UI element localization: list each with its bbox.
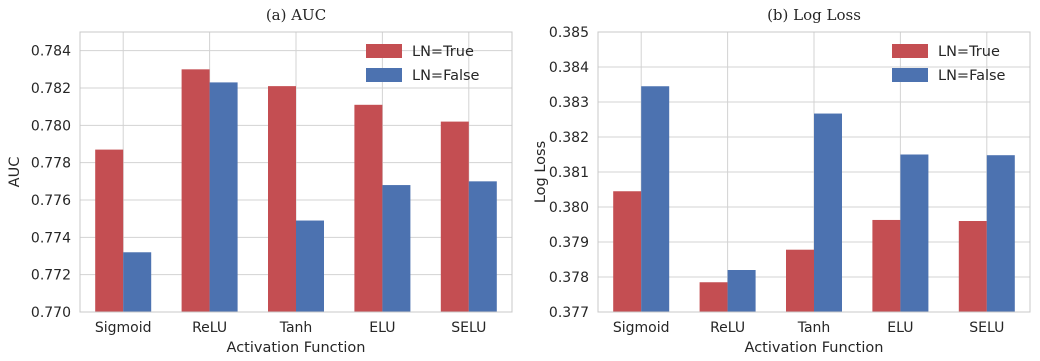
chart-title: (b) Log Loss xyxy=(767,6,861,24)
bar-ln-true xyxy=(872,220,900,312)
x-axis-label: Activation Function xyxy=(745,340,884,356)
bar-ln-true xyxy=(959,221,987,312)
x-tick-label: Tanh xyxy=(279,320,313,336)
bar-ln-false xyxy=(641,86,669,312)
y-tick-label: 0.384 xyxy=(549,60,589,76)
bar-ln-true xyxy=(700,282,728,312)
legend: LN=True LN=False xyxy=(366,44,480,84)
bar-ln-true xyxy=(786,250,814,312)
y-tick-label: 0.378 xyxy=(549,270,589,286)
legend-swatch xyxy=(892,68,928,82)
x-tick-label: Sigmoid xyxy=(613,320,670,336)
bar-ln-true xyxy=(441,122,469,312)
chart-title: (a) AUC xyxy=(266,6,326,24)
x-tick-label: SELU xyxy=(969,320,1004,336)
y-tick-label: 0.383 xyxy=(549,95,589,111)
legend-swatch xyxy=(366,68,402,82)
bar-ln-true xyxy=(354,105,382,312)
y-tick-label: 0.379 xyxy=(549,235,589,251)
auc-chart-panel: (a) AUC 0.770 0.772 0.774 0.776 0.778 0.780 0.7… xyxy=(7,6,512,356)
bar-ln-false xyxy=(210,82,238,312)
bar-ln-false xyxy=(987,155,1015,312)
x-tick-label: ReLU xyxy=(192,320,227,336)
log-loss-chart-panel: (b) Log Loss 0.377 0.378 0.379 0.380 0.381 0.3… xyxy=(533,6,1030,356)
bar-ln-true xyxy=(268,86,296,312)
x-tick-label: SELU xyxy=(451,320,486,336)
x-axis-label: Activation Function xyxy=(227,340,366,356)
y-tick-label: 0.377 xyxy=(549,305,589,321)
legend-label: LN=True xyxy=(938,44,1000,60)
bar-ln-false xyxy=(296,221,324,312)
y-tick-label: 0.381 xyxy=(549,165,589,181)
bar-ln-false xyxy=(469,181,497,312)
x-tick-label: Sigmoid xyxy=(95,320,152,336)
bar-ln-false xyxy=(900,155,928,313)
y-tick-label: 0.382 xyxy=(549,130,589,146)
x-tick-label: Tanh xyxy=(797,320,831,336)
y-tick-label: 0.778 xyxy=(31,156,71,172)
y-tick-label: 0.774 xyxy=(31,230,71,246)
x-tick-label: ELU xyxy=(369,320,395,336)
y-tick-label: 0.770 xyxy=(31,305,71,321)
bar-ln-true xyxy=(182,69,210,312)
bar-ln-false xyxy=(382,185,410,312)
bar-ln-false xyxy=(123,252,151,312)
y-tick-label: 0.784 xyxy=(31,44,71,60)
bar-ln-false xyxy=(814,114,842,312)
bar-ln-true xyxy=(613,191,641,312)
legend: LN=True LN=False xyxy=(892,44,1006,84)
y-tick-label: 0.772 xyxy=(31,268,71,284)
bar-ln-false xyxy=(728,270,756,312)
y-tick-label: 0.780 xyxy=(31,118,71,134)
x-tick-label: ELU xyxy=(887,320,913,336)
y-tick-label: 0.782 xyxy=(31,81,71,97)
legend-label: LN=False xyxy=(938,68,1006,84)
legend-swatch xyxy=(892,44,928,58)
y-tick-label: 0.776 xyxy=(31,193,71,209)
legend-label: LN=False xyxy=(412,68,480,84)
y-tick-label: 0.380 xyxy=(549,200,589,216)
y-axis-label: AUC xyxy=(7,157,23,188)
legend-swatch xyxy=(366,44,402,58)
x-tick-label: ReLU xyxy=(710,320,745,336)
y-axis-label: Log Loss xyxy=(533,141,549,203)
bar-ln-true xyxy=(95,150,123,312)
y-tick-label: 0.385 xyxy=(549,25,589,41)
legend-label: LN=True xyxy=(412,44,474,60)
